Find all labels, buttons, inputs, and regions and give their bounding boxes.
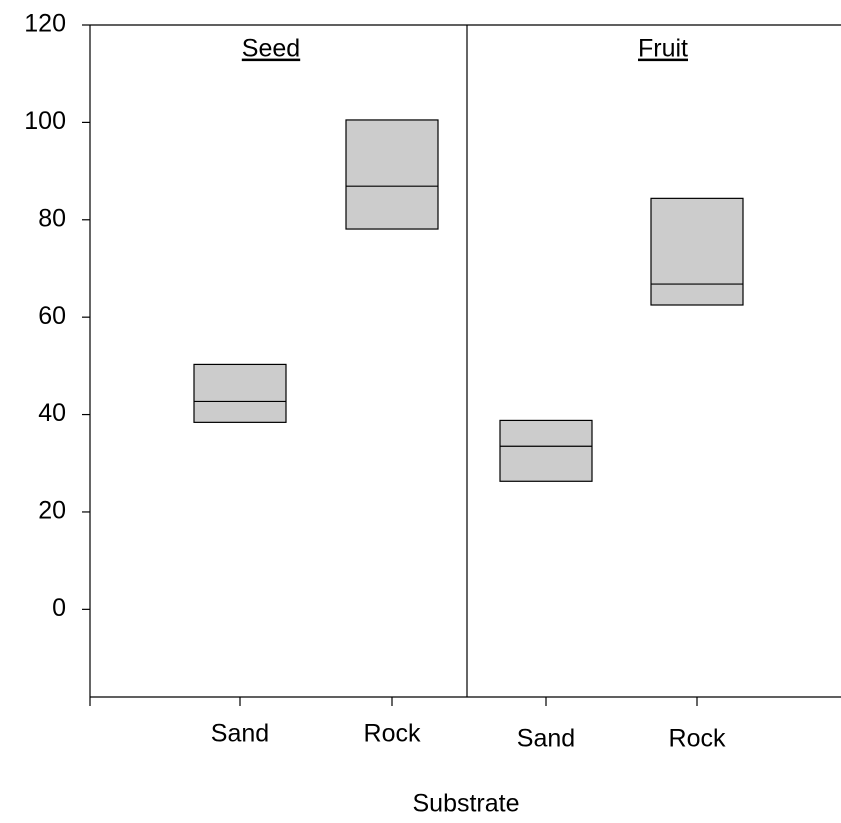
panel-title: Fruit [638, 35, 688, 63]
box [193, 363, 287, 423]
y-tick-label: 80 [38, 204, 66, 232]
y-tick-label: 0 [52, 594, 66, 622]
x-axis-title: Substrate [412, 790, 519, 818]
x-tick-label: Sand [211, 720, 269, 748]
y-tick-label: 20 [38, 497, 66, 525]
x-tick-label: Sand [517, 725, 575, 753]
box [499, 419, 593, 482]
y-tick-label: 40 [38, 399, 66, 427]
box [650, 197, 744, 306]
y-tick-label: 100 [24, 107, 66, 135]
y-tick-label: 120 [24, 10, 66, 38]
panel-title: Seed [242, 35, 300, 63]
y-tick-label: 60 [38, 302, 66, 330]
box [345, 119, 439, 230]
x-tick-label: Rock [669, 725, 726, 753]
x-tick-label: Rock [364, 720, 421, 748]
